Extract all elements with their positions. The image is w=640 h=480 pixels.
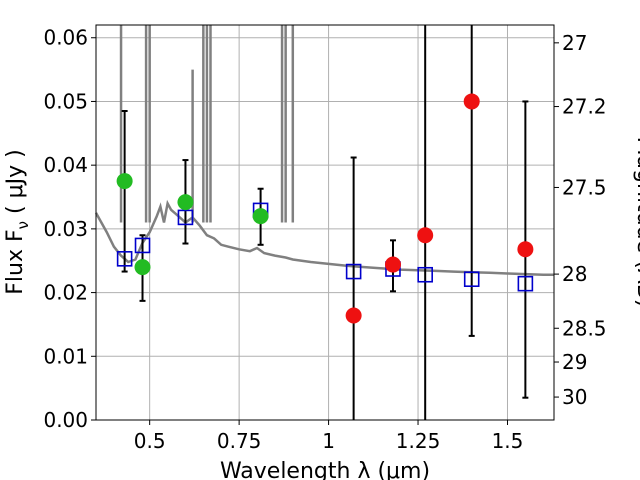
model-point: [463, 271, 480, 288]
model-point: [517, 275, 534, 292]
y-tick-label: 0.02: [43, 281, 88, 305]
x-axis-label: Wavelength λ (μm): [220, 459, 430, 480]
error-bars: [121, 25, 529, 420]
model-point: [417, 266, 433, 283]
x-axis-ticks: 0.5 0.75 1 1.25 1.5: [134, 420, 524, 453]
detection-point: [177, 194, 194, 211]
right-axis-label: Magnitude (AB): [632, 137, 640, 308]
x-tick-label: 0.75: [217, 429, 262, 453]
model-spectrum: [94, 25, 554, 276]
low-significance-point: [417, 227, 434, 244]
right-axis-ticks: 27 27.2 27.5 28 28.5 29 30: [554, 31, 607, 409]
low-significance-point: [345, 307, 362, 324]
model-point: [345, 263, 362, 280]
right-tick-label: 28.5: [562, 316, 607, 340]
y-tick-label: 0.03: [43, 217, 88, 241]
detection-point: [116, 173, 133, 190]
model-curve: [94, 199, 554, 276]
low-significance-point: [384, 256, 401, 273]
plot-frame: [95, 24, 555, 421]
right-tick-label: 28: [562, 262, 587, 286]
right-tick-label: 29: [562, 350, 587, 374]
low-significance-point: [463, 93, 480, 110]
right-tick-label: 30: [562, 385, 587, 409]
detection-point: [134, 259, 151, 276]
y-tick-label: 0.06: [43, 26, 88, 50]
y-tick-label: 0.00: [43, 408, 88, 432]
y-axis-ticks: 0.00 0.01 0.02 0.03 0.04 0.05 0.06: [43, 26, 96, 432]
model-point: [134, 237, 151, 254]
y-tick-label: 0.01: [43, 344, 88, 368]
right-tick-label: 27.5: [562, 175, 607, 199]
low-significance-point: [517, 241, 534, 258]
right-tick-label: 27.2: [562, 95, 607, 119]
y-axis-label: Flux Fν ( μJy ): [3, 149, 32, 294]
x-tick-label: 1.5: [492, 429, 524, 453]
detection-point: [252, 208, 269, 225]
data-markers: [116, 93, 534, 324]
right-tick-label: 27: [562, 31, 587, 55]
model-point: [116, 251, 133, 267]
x-tick-label: 1.25: [396, 429, 441, 453]
model-point: [177, 209, 194, 226]
x-tick-label: 1: [322, 429, 335, 453]
y-tick-label: 0.05: [43, 89, 88, 113]
y-tick-label: 0.04: [43, 153, 88, 177]
x-tick-label: 0.5: [134, 429, 166, 453]
